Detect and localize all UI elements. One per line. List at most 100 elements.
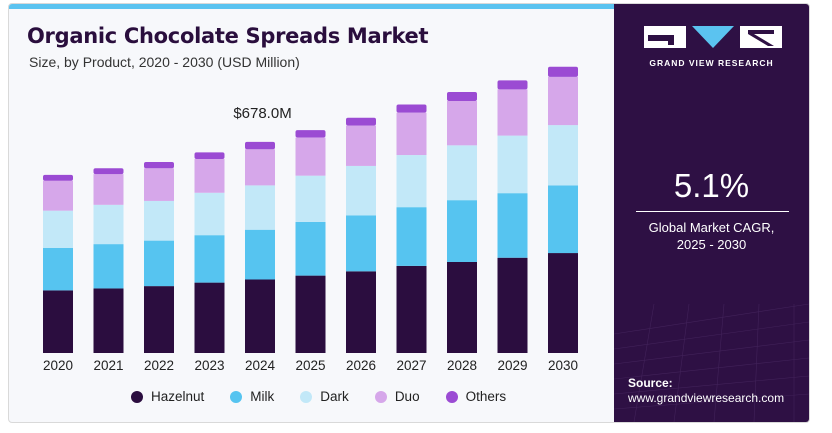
legend-item-duo: Duo [374,389,420,404]
bar-chart: 2020 2021 2022 2023 2024 2025 2026 2027 2028 2029… [43,66,578,373]
legend-swatch [374,390,387,403]
x-tick-label: 2024 [245,358,276,373]
x-tick-label: 2020 [43,358,73,373]
bar-dark-2021 [93,204,124,245]
bar-others-2022 [144,162,174,169]
bar-hazelnut-2024 [245,279,275,353]
bar-milk-2028 [447,200,477,262]
x-tick-label: 2027 [396,358,426,373]
bar-hazelnut-2021 [93,288,124,353]
infographic-card: Organic Chocolate Spreads Market Size, b… [8,3,810,423]
bar-duo-2025 [295,137,326,176]
bar-milk-2021 [93,244,124,289]
bar-hazelnut-2025 [295,275,326,353]
side-panel: GRAND VIEW RESEARCH 5.1% Global Market C… [614,4,809,422]
bar-dark-2020 [43,210,73,248]
panel-background-pattern [614,303,809,422]
legend-swatch [445,390,458,403]
bar-dark-2025 [295,175,326,222]
bar-dark-2026 [346,165,376,216]
legend-swatch [131,390,143,403]
bar-stack-2022 [144,162,174,353]
chart-legend: Hazelnut Milk Dark Duo Others [131,389,532,404]
bar-stack-2024 [245,141,275,353]
bar-stack-2027 [396,104,427,353]
bar-stack-2025 [295,130,326,353]
chart-subtitle: Size, by Product, 2020 - 2030 (USD Milli… [29,54,300,70]
bar-duo-2030 [548,76,578,126]
legend-label: Duo [394,389,420,404]
bar-duo-2021 [93,174,124,205]
bar-others-2023 [194,152,225,159]
source-url: www.grandviewresearch.com [628,391,785,405]
bar-milk-2023 [194,235,225,283]
bar-stack-2029 [497,80,528,353]
bar-milk-2022 [144,240,174,287]
legend-item-dark: Dark [300,389,349,404]
bar-duo-2026 [346,125,376,166]
bar-duo-2022 [144,168,174,201]
legend-label: Dark [320,389,349,404]
bar-hazelnut-2029 [497,257,528,353]
bar-milk-2027 [396,207,427,266]
bar-others-2020 [43,174,73,181]
source-note: Source: www.grandviewresearch.com [628,376,784,406]
bar-hazelnut-2030 [548,253,578,353]
cagr-label-line1: Global Market CAGR, [648,220,775,235]
bar-others-2029 [497,80,528,90]
bar-milk-2025 [295,221,326,276]
bar-stack-2021 [93,168,124,353]
x-tick-label: 2026 [346,358,376,373]
legend-swatch [230,390,243,403]
bar-hazelnut-2027 [396,265,427,353]
bar-duo-2028 [447,100,477,146]
cagr-value: 5.1% [673,167,750,204]
x-tick-label: 2029 [497,358,527,373]
bar-duo-2023 [194,158,225,193]
bar-dark-2028 [447,145,477,201]
legend-item-others: Others [445,389,507,404]
bar-stack-2030 [548,66,578,353]
value-annotation: $678.0M [233,105,291,122]
legend-item-hazelnut: Hazelnut [131,389,204,404]
x-tick-label: 2021 [93,358,123,373]
cagr-label-line2: 2025 - 2030 [676,237,747,252]
bar-others-2025 [295,130,326,138]
bar-hazelnut-2028 [447,261,477,353]
bar-hazelnut-2020 [43,290,73,353]
legend-label: Milk [250,389,275,404]
brand-name: GRAND VIEW RESEARCH [649,58,774,68]
bar-stack-2023 [194,152,225,353]
bar-duo-2020 [43,180,73,211]
grand-view-research-logo-icon [644,26,782,48]
bar-stack-2028 [447,92,477,353]
bar-dark-2022 [144,200,174,241]
bar-others-2028 [447,92,477,101]
bar-dark-2024 [245,185,275,230]
bar-others-2021 [93,168,124,175]
accent-line [9,4,614,9]
bar-others-2030 [548,66,578,77]
x-tick-label: 2023 [194,358,224,373]
bar-milk-2020 [43,247,73,291]
cagr-label: Global Market CAGR, 2025 - 2030 [614,219,809,253]
legend-item-milk: Milk [230,389,274,404]
bar-milk-2024 [245,229,275,280]
bar-others-2027 [396,104,427,113]
divider [636,211,789,212]
bar-hazelnut-2026 [346,271,376,353]
bar-hazelnut-2023 [194,282,225,353]
bar-duo-2027 [396,112,427,156]
bar-others-2024 [245,141,275,150]
bar-stack-2026 [346,117,376,353]
bar-dark-2030 [548,125,578,186]
x-tick-label: 2030 [548,358,578,373]
bar-milk-2030 [548,185,578,254]
bar-stack-2020 [43,174,73,353]
bar-dark-2029 [497,135,528,194]
source-label: Source: [628,376,673,390]
legend-label: Others [465,389,507,404]
bar-duo-2029 [497,89,528,136]
bar-dark-2027 [396,155,427,208]
bar-others-2026 [346,117,376,126]
